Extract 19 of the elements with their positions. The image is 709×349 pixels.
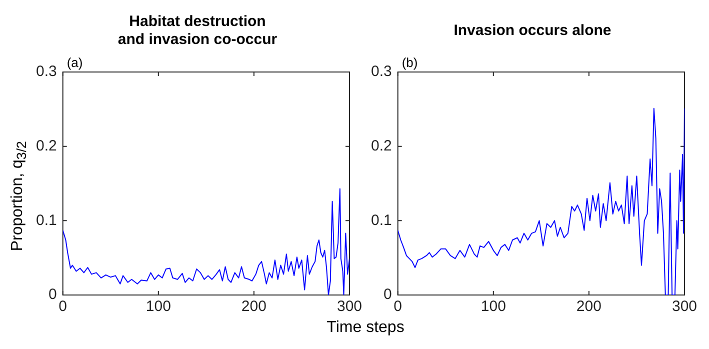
x-tick-label: 200: [576, 298, 602, 316]
y-tick-label: 0.1: [36, 212, 57, 229]
x-tick-label: 300: [672, 298, 697, 316]
y-tick-label: 0.3: [36, 63, 57, 80]
y-tick-label: 0.3: [370, 63, 392, 80]
text: (b): [402, 55, 418, 70]
x-tick-label: 300: [336, 298, 362, 316]
x-axis-title: Time steps: [326, 319, 406, 337]
y-tick-label: 0.1: [370, 212, 392, 229]
y-tick-label: 0: [48, 286, 57, 304]
chart-title: Invasion occurs alone: [452, 21, 612, 41]
text: (a): [66, 55, 83, 70]
y-tick-label: 0.2: [370, 137, 392, 154]
chart-title: Habitat destruction and invasion co-occur: [116, 12, 278, 50]
x-tick-label: 200: [241, 298, 266, 316]
x-tick-label: 100: [480, 298, 506, 316]
y-tick-label: 0: [384, 286, 392, 304]
y-tick-label: 0.2: [36, 137, 57, 154]
x-tick-label: 100: [146, 298, 171, 316]
